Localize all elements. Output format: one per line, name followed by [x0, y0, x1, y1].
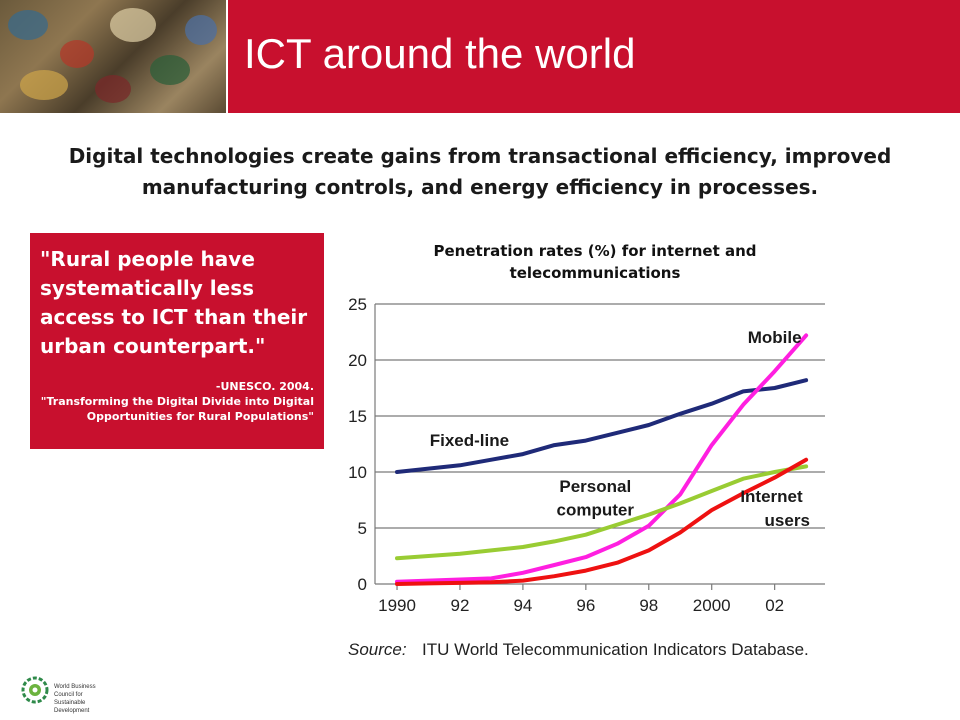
annotation-label: Fixed-line: [430, 431, 509, 450]
x-tick-label: 1990: [378, 596, 416, 615]
page-title: ICT around the world: [244, 30, 636, 77]
x-tick-label: 02: [765, 596, 784, 615]
x-tick-label: 98: [639, 596, 658, 615]
y-tick-label: 5: [358, 519, 367, 538]
annotation-label: Mobile: [748, 328, 802, 347]
annotation-label: Personal: [559, 477, 631, 496]
citation-line-1: -UNESCO. 2004.: [215, 380, 314, 393]
header-divider: [226, 0, 228, 113]
chart-title: Penetration rates (%) for internet and t…: [433, 242, 757, 282]
series-line-fixed-line: [395, 378, 809, 474]
header-photo: [0, 0, 226, 113]
lead-statement: Digital technologies create gains from t…: [68, 144, 892, 199]
annotation-label: computer: [557, 501, 635, 520]
source-text: ITU World Telecommunication Indicators D…: [422, 640, 809, 659]
series-line-personal-computer: [395, 464, 809, 561]
series-line-internet-users: [395, 457, 809, 586]
y-tick-label: 25: [348, 295, 367, 314]
wbcsd-logo-icon: [21, 676, 49, 704]
source-prefix: Source:: [348, 640, 407, 659]
y-tick-label: 10: [348, 463, 367, 482]
x-tick-label: 96: [576, 596, 595, 615]
quote-citation: -UNESCO. 2004. "Transforming the Digital…: [40, 379, 314, 424]
y-tick-label: 15: [348, 407, 367, 426]
penetration-chart: 0 5 10 15 20 25 1990 92 94 96 98 2000 02 Mobile Fixe…: [348, 295, 825, 659]
series-line-mobile: [395, 333, 809, 584]
annotation-label: Internet: [740, 487, 803, 506]
header-bar: ICT around the world: [0, 0, 960, 113]
quote-box: "Rural people have systematically less a…: [30, 233, 324, 449]
quote-text: "Rural people have systematically less a…: [40, 247, 308, 358]
citation-line-2: "Transforming the Digital Divide into Di…: [40, 395, 314, 423]
x-tick-label: 2000: [693, 596, 731, 615]
y-tick-label: 20: [348, 351, 367, 370]
x-tick-label: 94: [513, 596, 532, 615]
x-tick-label: 92: [451, 596, 470, 615]
annotation-label: users: [765, 511, 810, 530]
y-tick-label: 0: [358, 575, 367, 594]
logo-text: World Business Council for Sustainable D…: [54, 684, 96, 714]
